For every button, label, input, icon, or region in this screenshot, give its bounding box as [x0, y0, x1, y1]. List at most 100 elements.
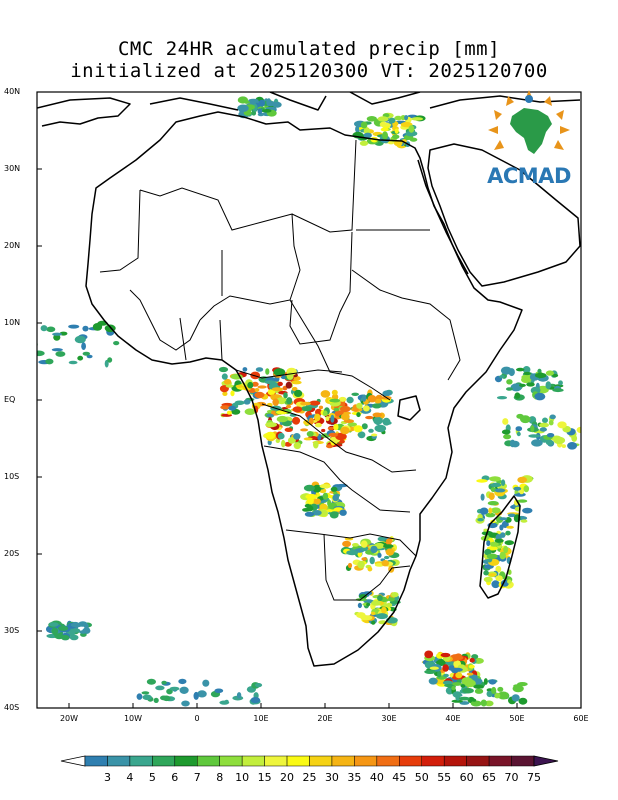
precip-cell [270, 394, 275, 399]
precip-cell [440, 652, 451, 658]
precip-cell [377, 552, 382, 558]
precip-cell [86, 354, 93, 359]
precip-cell [141, 691, 150, 695]
precip-cell [356, 412, 361, 418]
precip-cell [539, 422, 549, 428]
precip-cell [318, 405, 324, 410]
precip-cell [309, 400, 321, 406]
precip-cell [372, 403, 382, 409]
precip-cell [382, 390, 392, 397]
precip-cell [451, 682, 463, 686]
precip-cell [342, 540, 352, 548]
precip-cell [360, 540, 368, 548]
precip-cell [470, 700, 482, 707]
precip-cell [371, 600, 381, 606]
precip-cell [471, 654, 479, 660]
precip-cell [284, 427, 293, 432]
precip-cell [501, 429, 511, 435]
precip-cell [489, 476, 501, 482]
precip-cell [455, 672, 463, 679]
precip-cell [286, 397, 293, 405]
precip-cell [388, 117, 396, 124]
precip-cell [357, 431, 366, 439]
precip-cell [82, 351, 91, 356]
precip-cell [373, 416, 383, 425]
precip-cell [352, 543, 359, 547]
precip-cell [340, 405, 351, 413]
precip-cell [424, 650, 434, 659]
precip-cell [45, 358, 54, 365]
precip-cell [70, 622, 83, 628]
precip-cell [10, 348, 17, 353]
precip-cell [68, 324, 80, 329]
precip-cell [429, 666, 439, 670]
precip-cell [320, 390, 331, 398]
lat-label: EQ [4, 395, 16, 404]
precip-cell [340, 413, 350, 421]
precip-cell [460, 684, 466, 688]
precip-cell [534, 392, 546, 401]
colorbar-label: 20 [280, 771, 295, 784]
precip-cell [477, 514, 483, 519]
precip-cell [312, 510, 322, 516]
precip-cell [374, 398, 382, 404]
precip-cell [107, 357, 113, 363]
precip-cell [435, 659, 445, 666]
lat-label: 40N [4, 87, 21, 96]
precip-cell [266, 413, 274, 418]
precip-cell [258, 99, 265, 107]
precip-cell [474, 688, 484, 694]
precip-cell [277, 432, 285, 440]
precip-cell [501, 520, 509, 529]
precip-cell [74, 335, 86, 344]
lat-label: 40S [4, 703, 20, 712]
precip-cell [517, 499, 528, 503]
precip-cell [314, 413, 321, 422]
precip-cell [382, 123, 392, 127]
lat-label: 10S [4, 472, 20, 481]
colorbar-label: 7 [193, 771, 201, 784]
colorbar-label: 30 [324, 771, 339, 784]
precip-cell [528, 434, 541, 438]
precip-cell [254, 391, 265, 399]
precip-cell [357, 560, 365, 569]
precip-cell [60, 634, 70, 641]
precip-cell [292, 416, 301, 425]
precip-cell [516, 367, 525, 372]
precip-cell [521, 376, 532, 383]
precip-cell [404, 115, 409, 121]
precip-cell [545, 370, 555, 376]
precip-cell [385, 548, 395, 556]
precip-cell [571, 434, 578, 442]
precip-cell [14, 340, 24, 347]
precip-cell [255, 367, 264, 372]
precip-cell [272, 101, 282, 108]
precip-cell [489, 541, 499, 547]
precip-cell [315, 422, 322, 428]
precip-cell [519, 488, 525, 495]
colorbar-label: 4 [126, 771, 134, 784]
precip-cell [330, 486, 338, 492]
precip-cell [497, 691, 509, 700]
colorbar-label: 65 [482, 771, 497, 784]
precip-cell [451, 699, 463, 703]
precip-cell [292, 406, 303, 413]
precip-cell [361, 423, 368, 430]
precip-cell [328, 432, 339, 437]
precip-cell [477, 518, 484, 522]
precip-cell [294, 389, 303, 397]
colorbar-label: 5 [148, 771, 156, 784]
precip-cell [382, 131, 388, 140]
precip-cell [243, 110, 252, 116]
precip-cell [494, 488, 506, 493]
precip-cell [548, 420, 554, 426]
precip-cell [513, 684, 522, 688]
precip-cell [526, 382, 535, 387]
precip-cell [92, 323, 103, 331]
precip-cell [300, 428, 309, 432]
precip-cell [275, 438, 280, 443]
colorbar-label: 10 [235, 771, 250, 784]
precip-cell [458, 696, 470, 701]
precip-cell [557, 421, 567, 429]
precip-cell [479, 507, 489, 515]
